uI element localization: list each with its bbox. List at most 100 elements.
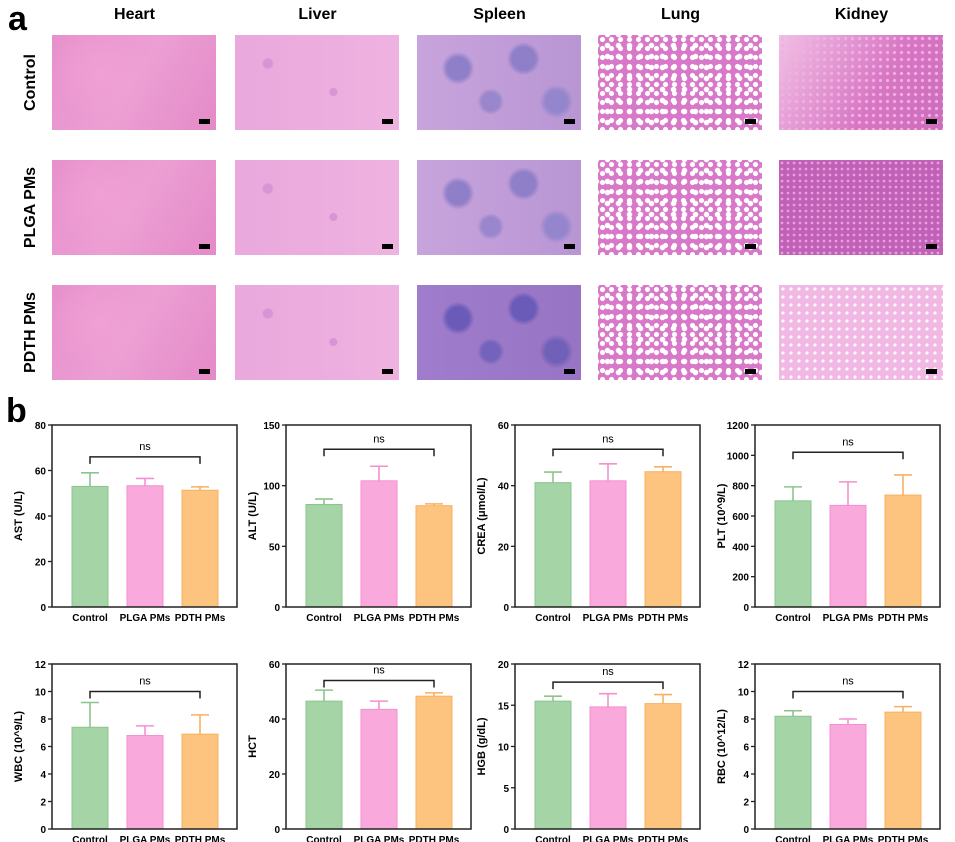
x-tick-label: Control [72,613,108,624]
x-tick-label: Control [306,835,342,842]
x-tick-label: PLGA PMs [583,613,634,624]
x-tick-label: PLGA PMs [354,613,405,624]
y-tick-label: 20 [35,558,47,569]
y-axis-label: RBC (10^12/L) [716,709,728,784]
bar [774,715,812,830]
y-tick-label: 40 [269,715,281,726]
y-tick-label: 5 [503,784,509,795]
column-header: Heart [114,6,155,23]
scale-bar [926,244,937,249]
y-tick-label: 1200 [727,421,750,432]
histology-image-kidney [779,35,943,130]
bar [884,494,922,608]
y-tick-label: 40 [498,482,510,493]
scale-bar [382,244,393,249]
bar [829,724,867,830]
significance-label: ns [842,436,854,448]
bar [884,711,922,830]
scale-bar [926,119,937,124]
y-tick-label: 6 [743,743,749,754]
y-tick-label: 20 [269,770,281,781]
bar [589,480,627,608]
y-tick-label: 400 [732,542,749,553]
y-tick-label: 0 [274,603,280,614]
y-tick-label: 600 [732,512,749,523]
significance-bracket [792,690,904,699]
x-tick-label: PDTH PMs [175,835,226,842]
significance-label: ns [602,666,614,678]
panel-b-label: b [6,392,27,430]
y-tick-label: 10 [738,688,750,699]
scale-bar [199,244,210,249]
bar [829,504,867,608]
y-tick-label: 6 [40,743,46,754]
y-tick-label: 40 [35,512,47,523]
bar [534,700,572,830]
y-axis-label: PLT (10^9/L) [716,483,728,548]
y-tick-label: 10 [498,743,510,754]
x-tick-label: PLGA PMs [120,835,171,842]
plot-frame [514,424,701,608]
y-tick-label: 800 [732,482,749,493]
scale-bar [199,119,210,124]
x-tick-label: Control [775,613,811,624]
x-tick-label: PDTH PMs [409,613,460,624]
y-axis-label: CREA (μmol/L) [476,477,488,555]
y-tick-label: 0 [743,825,749,836]
y-tick-label: 60 [498,421,510,432]
bar [71,726,109,830]
bar [534,482,572,608]
y-tick-label: 8 [40,715,46,726]
significance-label: ns [602,433,614,445]
bar [644,471,682,608]
significance-bracket [552,681,664,690]
y-tick-label: 0 [503,825,509,836]
y-tick-label: 150 [263,421,280,432]
significance-bracket [552,448,664,457]
significance-bracket [323,679,435,688]
y-tick-label: 12 [35,660,47,671]
y-tick-label: 12 [738,660,750,671]
scale-bar [926,369,937,374]
y-tick-label: 2 [40,798,46,809]
bar [305,700,343,830]
histology-image-liver [235,285,399,380]
y-tick-label: 2 [743,798,749,809]
significance-label: ns [842,676,854,688]
histology-image-liver [235,160,399,255]
y-tick-label: 0 [503,603,509,614]
y-axis-label: AST (U/L) [13,491,25,541]
y-axis-label: HCT [247,735,259,758]
histology-image-heart [52,285,216,380]
bar [589,706,627,830]
significance-bracket [792,451,904,460]
y-tick-label: 100 [263,482,280,493]
scale-bar [745,369,756,374]
y-tick-label: 50 [269,542,281,553]
bar [181,733,219,830]
x-tick-label: Control [775,835,811,842]
scale-bar [564,244,575,249]
x-tick-label: Control [535,835,571,842]
histology-image-kidney [779,285,943,380]
significance-bracket [89,456,201,464]
y-tick-label: 20 [498,542,510,553]
scale-bar [199,369,210,374]
bar [415,505,453,608]
bar [360,480,398,608]
histology-image-lung [598,285,762,380]
y-axis-label: HGB (g/dL) [476,717,488,775]
column-header: Spleen [473,6,526,23]
histology-image-spleen [417,35,581,130]
y-tick-label: 20 [498,660,510,671]
scale-bar [382,369,393,374]
x-tick-label: PDTH PMs [638,613,689,624]
y-tick-label: 60 [35,467,47,478]
bar [415,695,453,830]
panel-a-label: a [8,0,27,38]
histology-image-spleen [417,285,581,380]
y-tick-label: 10 [35,688,47,699]
x-tick-label: PLGA PMs [120,613,171,624]
significance-label: ns [373,433,385,445]
x-tick-label: PLGA PMs [823,613,874,624]
